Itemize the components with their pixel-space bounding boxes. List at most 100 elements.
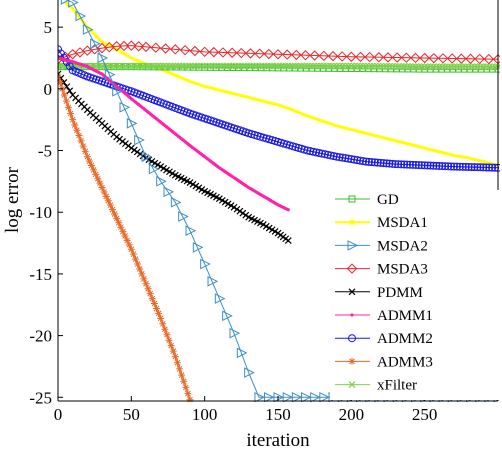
point-admm2 [320,150,329,159]
point-admm3 [85,157,93,165]
point-msda3 [272,49,284,60]
point-msda3 [373,52,385,63]
y-tick-label: -5 [38,142,52,161]
point-xfilter [303,62,311,70]
point-xfilter [435,63,443,71]
point-admm3 [138,270,146,278]
point-admm2 [335,153,344,162]
point-admm3 [152,304,160,312]
point-admm2 [315,148,324,157]
point-xfilter [438,63,446,71]
point-msda3 [419,52,430,64]
point-xfilter [130,62,138,70]
point-msda2 [68,0,79,8]
legend-label: PDMM [377,285,423,301]
point-xfilter [154,62,162,70]
series-line-msda1 [64,1,499,167]
point-admm3 [123,236,131,244]
point-msda2 [214,293,226,304]
point-admm1 [286,208,290,212]
point-xfilter [485,63,493,71]
point-msda2 [291,391,303,402]
point-admm3 [71,121,79,129]
point-pdmm [239,209,247,217]
point-xfilter [403,63,411,70]
point-xfilter [274,62,282,70]
series-xfilter [58,62,500,71]
point-xfilter [409,63,417,70]
point-msda2 [119,102,131,113]
point-xfilter [256,62,264,70]
point-xfilter [356,62,364,70]
point-admm2 [323,150,332,159]
point-xfilter [318,62,326,70]
point-msda3 [133,41,144,52]
series-lines [58,0,500,402]
point-xfilter [309,62,317,70]
point-xfilter [207,62,214,70]
point-admm2 [65,62,74,71]
legend-item-msda3: MSDA3 [335,262,428,278]
point-admm3 [98,184,106,192]
y-tick-label: -15 [29,265,52,284]
point-msda2 [126,118,138,129]
point-xfilter [418,63,426,71]
point-xfilter [277,62,285,70]
point-pdmm [236,207,244,215]
point-admm3 [88,162,96,170]
point-admm2 [411,160,420,169]
point-admm3 [129,250,137,258]
legend-item-xfilter: xFilter [335,378,417,394]
point-admm3 [73,126,81,134]
point-xfilter [92,62,100,70]
point-pdmm [242,211,250,219]
series-admm1 [58,56,290,212]
point-admm3 [83,153,91,161]
legend-item-admm3: ADMM3 [335,354,433,370]
point-admm2 [420,161,429,170]
point-xfilter [236,62,244,70]
point-msda2 [134,134,145,146]
point-xfilter [60,62,68,70]
point-admm3 [136,265,144,273]
point-msda3 [391,52,403,63]
point-msda2 [185,225,197,237]
point-admm2 [452,162,461,171]
point-admm2 [397,160,406,169]
point-xfilter [174,62,182,70]
point-xfilter [177,62,185,70]
point-xfilter [271,62,279,70]
point-msda2 [301,391,312,402]
point-xfilter [339,62,346,70]
point-admm2 [382,159,391,168]
point-xfilter [292,62,300,70]
point-admm3 [113,214,121,222]
point-xfilter [171,62,179,70]
point-pdmm [230,203,238,211]
point-pdmm [66,87,74,95]
point-msda3 [410,52,421,64]
legend-label: MSDA2 [377,238,428,254]
point-xfilter [476,63,484,71]
point-admm2 [347,155,356,164]
point-admm3 [140,275,148,283]
point-xfilter [183,62,191,70]
point-xfilter [386,62,393,70]
point-xfilter [374,62,382,70]
point-admm3 [161,325,169,333]
point-xfilter [124,62,132,70]
legend-item-pdmm: PDMM [335,285,423,301]
point-admm3 [108,206,116,214]
point-admm3 [100,188,108,196]
point-xfilter [427,63,434,71]
point-msda3 [226,47,238,58]
point-xfilter [142,62,150,70]
point-admm2 [341,154,350,163]
point-admm3 [64,103,72,111]
legend-label: ADMM1 [377,308,433,324]
point-admm2 [370,158,379,167]
point-msda2 [141,151,153,163]
point-msda2 [75,10,87,22]
point-msda2 [82,24,94,35]
x-tick-label: 0 [54,405,63,424]
